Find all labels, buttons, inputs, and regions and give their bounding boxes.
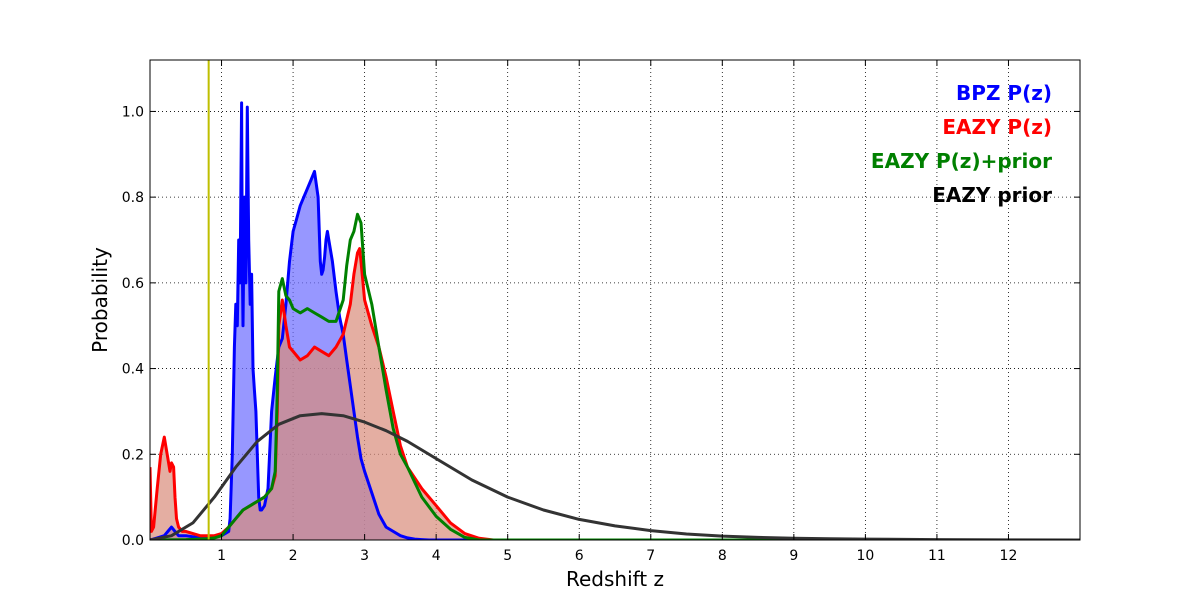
x-tick-label: 10 <box>856 548 874 564</box>
legend-entry-eazy-prior: EAZY prior <box>932 183 1052 207</box>
x-tick-label: 9 <box>789 548 798 564</box>
series-fill-eazy-p-z <box>150 248 1080 540</box>
x-axis-ticks: 1 2 3 4 5 6 7 8 9 10 11 12 <box>217 60 1017 564</box>
legend-entry-eazy-p-z-prior: EAZY P(z)+prior <box>871 149 1052 173</box>
x-tick-label: 2 <box>289 548 298 564</box>
y-tick-label: 0.6 <box>122 276 144 292</box>
y-axis-label: Probability <box>88 247 112 353</box>
x-tick-label: 8 <box>718 548 727 564</box>
x-tick-label: 4 <box>432 548 441 564</box>
y-axis-ticks: 0.0 0.2 0.4 0.6 0.8 1.0 <box>122 104 1080 549</box>
series-line-bpz-p-z <box>150 101 1080 540</box>
y-tick-label: 0.8 <box>122 190 144 206</box>
x-tick-label: 7 <box>646 548 655 564</box>
x-axis-label: Redshift z <box>566 567 664 591</box>
series-lines <box>150 101 1080 540</box>
grid-lines <box>150 60 1080 541</box>
x-tick-label: 1 <box>217 548 226 564</box>
series-line-eazy-p-z <box>150 247 1080 540</box>
series-line-eazy-prior <box>150 412 1080 540</box>
series-line-eazy-p-z-prior <box>150 212 1080 540</box>
y-tick-label: 1.0 <box>122 104 144 120</box>
x-tick-label: 11 <box>928 548 946 564</box>
x-tick-label: 5 <box>503 548 512 564</box>
x-tick-label: 6 <box>575 548 584 564</box>
legend: BPZ P(z) EAZY P(z) EAZY P(z)+prior EAZY pri… <box>871 81 1052 207</box>
y-tick-label: 0.0 <box>122 533 144 549</box>
x-tick-label: 3 <box>360 548 369 564</box>
plot-frame <box>149 59 1081 541</box>
y-tick-label: 0.2 <box>122 447 144 463</box>
y-tick-label: 0.4 <box>122 362 144 378</box>
legend-entry-bpz-p-z: BPZ P(z) <box>956 81 1052 105</box>
legend-entry-eazy-p-z: EAZY P(z) <box>942 115 1052 139</box>
x-tick-label: 12 <box>1000 548 1018 564</box>
